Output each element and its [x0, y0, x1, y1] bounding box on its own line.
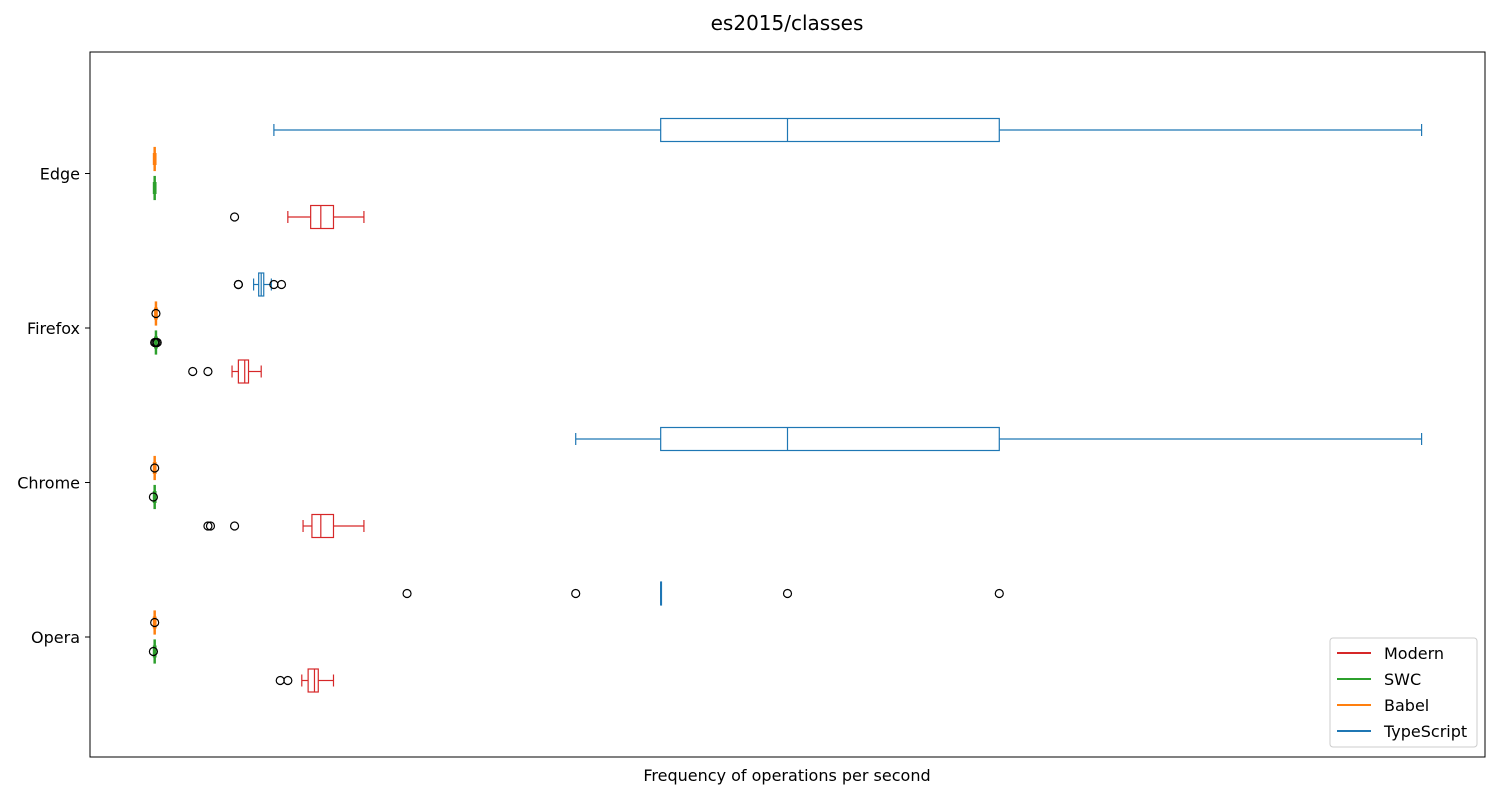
outlier-point [229, 521, 240, 531]
y-tick-label-edge: Edge [40, 165, 80, 184]
box-swc-edge [152, 175, 157, 201]
box-modern-opera [275, 668, 335, 693]
outlier-point [229, 212, 240, 222]
box-swc-firefox [150, 330, 162, 355]
box-typescript-firefox [233, 272, 287, 297]
box-babel-edge [152, 146, 157, 172]
legend-label-modern: Modern [1384, 644, 1444, 663]
legend-frame [1329, 637, 1478, 748]
y-tick-label-chrome: Chrome [17, 474, 80, 493]
y-tick-labels: Opera Chrome Firefox Edge [17, 165, 90, 647]
box-iqr [310, 204, 335, 230]
outlier-point [152, 337, 162, 348]
box-iqr [660, 426, 1000, 452]
chart-title: es2015/classes [711, 11, 864, 35]
outlier-point [205, 521, 216, 531]
box-typescript-opera [402, 581, 1004, 606]
legend-label-babel: Babel [1384, 696, 1429, 715]
box-iqr [237, 359, 250, 384]
y-tick-label-opera: Opera [31, 628, 80, 647]
box-babel-chrome [150, 455, 160, 481]
outlier-point [150, 617, 160, 628]
outlier-point [203, 366, 213, 377]
chart-marks [148, 117, 1423, 693]
box-swc-chrome [148, 484, 159, 510]
legend-label-typescript: TypeScript [1383, 722, 1467, 741]
outlier-point [150, 463, 160, 473]
outlier-point [148, 492, 159, 502]
box-babel-opera [150, 610, 160, 635]
box-modern-edge [229, 204, 365, 230]
outlier-point [402, 588, 412, 599]
box-babel-firefox [151, 301, 161, 326]
outlier-point [782, 588, 793, 599]
legend: Modern SWC Babel TypeScript [1329, 637, 1478, 748]
outlier-point [275, 675, 285, 686]
box-modern-chrome [203, 513, 365, 539]
outlier-point [283, 675, 293, 686]
box-iqr [660, 117, 1000, 143]
plot-area-frame [89, 51, 1486, 758]
outlier-point [151, 308, 161, 319]
box-typescript-edge [273, 117, 1423, 143]
box-swc-opera [148, 639, 159, 664]
outlier-point [571, 588, 581, 599]
box-iqr [307, 668, 319, 693]
outlier-point [233, 279, 243, 290]
outlier-point [994, 588, 1004, 599]
outlier-point [276, 279, 287, 290]
box-typescript-chrome [575, 426, 1423, 452]
y-tick-label-firefox: Firefox [27, 319, 80, 338]
outlier-point [188, 366, 198, 377]
outlier-point [148, 646, 159, 657]
box-iqr [311, 513, 335, 539]
box-modern-firefox [188, 359, 262, 384]
legend-label-swc: SWC [1384, 670, 1421, 689]
outlier-point [203, 521, 213, 531]
x-axis-label: Frequency of operations per second [643, 766, 930, 785]
